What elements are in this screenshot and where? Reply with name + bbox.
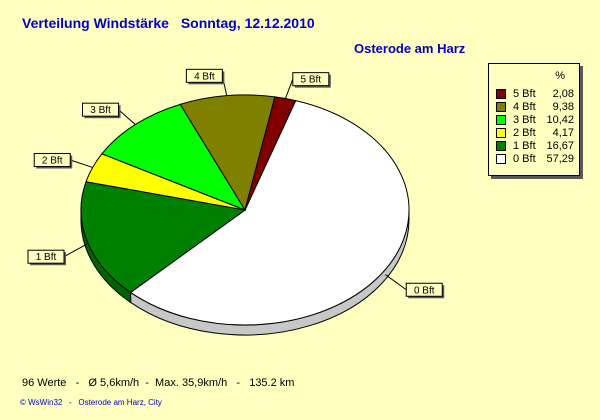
legend-label: 3 Bft [513, 114, 536, 126]
legend-swatch [496, 89, 506, 99]
legend-label: 1 Bft [513, 140, 536, 152]
legend-label: 0 Bft [513, 153, 536, 165]
label-box-3-bft [82, 102, 120, 117]
legend-item-3-bft: 3 Bft 10,42 [496, 114, 576, 127]
leader-line-0-bft [385, 274, 407, 291]
pie-slice-1-bft [80, 181, 247, 294]
legend-unit: % [555, 70, 565, 82]
label-box-4-bft [185, 68, 223, 83]
slice-label-1-bft: 1 Bft [36, 252, 57, 263]
chart-date: Sonntag, 12.12.2010 [180, 15, 315, 31]
legend-item-0-bft: 0 Bft 57,29 [496, 153, 576, 166]
legend-value: 9,38 [552, 101, 574, 113]
chart-location: Osterode am Harz [354, 41, 466, 56]
leader-line-3-bft [118, 109, 136, 125]
legend-item-1-bft: 1 Bft 16,67 [496, 140, 576, 153]
legend-swatch [496, 115, 506, 125]
pie-slice-3-bft [101, 103, 247, 212]
footer-credit: © WsWin32 - Osterode am Harz, City [20, 398, 162, 407]
legend-label: 5 Bft [513, 88, 536, 100]
legend-swatch [496, 102, 506, 112]
legend-swatch [496, 141, 506, 151]
legend-value: 57,29 [546, 153, 574, 165]
legend-item-2-bft: 2 Bft 4,17 [496, 127, 576, 140]
legend-item-4-bft: 4 Bft 9,38 [496, 101, 576, 114]
label-box-1-bft [27, 249, 65, 264]
pie-slice-0-bft [129, 100, 410, 326]
label-box-2-bft [33, 153, 71, 168]
legend-swatch [496, 128, 506, 138]
label-box-5-bft [292, 72, 330, 87]
legend: % 5 Bft 2,08 4 Bft 9,38 3 Bft 10,42 2 Bft 4,17 1… [488, 63, 580, 176]
slice-label-4-bft: 4 Bft [194, 71, 215, 82]
legend-item-5-bft: 5 Bft 2,08 [496, 88, 576, 101]
legend-label: 2 Bft [513, 127, 536, 139]
legend-swatch [496, 154, 506, 164]
slice-label-5-bft: 5 Bft [301, 75, 322, 86]
leader-line-5-bft [284, 78, 294, 99]
chart-title: Verteilung Windstärke Sonntag, 12.12.201… [22, 15, 315, 31]
legend-value: 4,17 [552, 127, 574, 139]
stats-summary: 96 Werte - Ø 5,6km/h - Max. 35,9km/h - 1… [22, 377, 295, 389]
chart-title-text: Verteilung Windstärke [22, 15, 169, 31]
slice-label-3-bft: 3 Bft [90, 105, 111, 116]
legend-value: 10,42 [546, 114, 574, 126]
slice-label-2-bft: 2 Bft [42, 156, 63, 167]
label-box-0-bft [405, 282, 443, 297]
legend-label: 4 Bft [513, 101, 536, 113]
leader-line-2-bft [70, 159, 93, 168]
legend-value: 16,67 [546, 140, 574, 152]
slice-label-0-bft: 0 Bft [414, 285, 435, 296]
leader-line-1-bft [63, 243, 88, 258]
legend-value: 2,08 [552, 88, 574, 100]
pie-slice-5-bft [244, 96, 297, 211]
